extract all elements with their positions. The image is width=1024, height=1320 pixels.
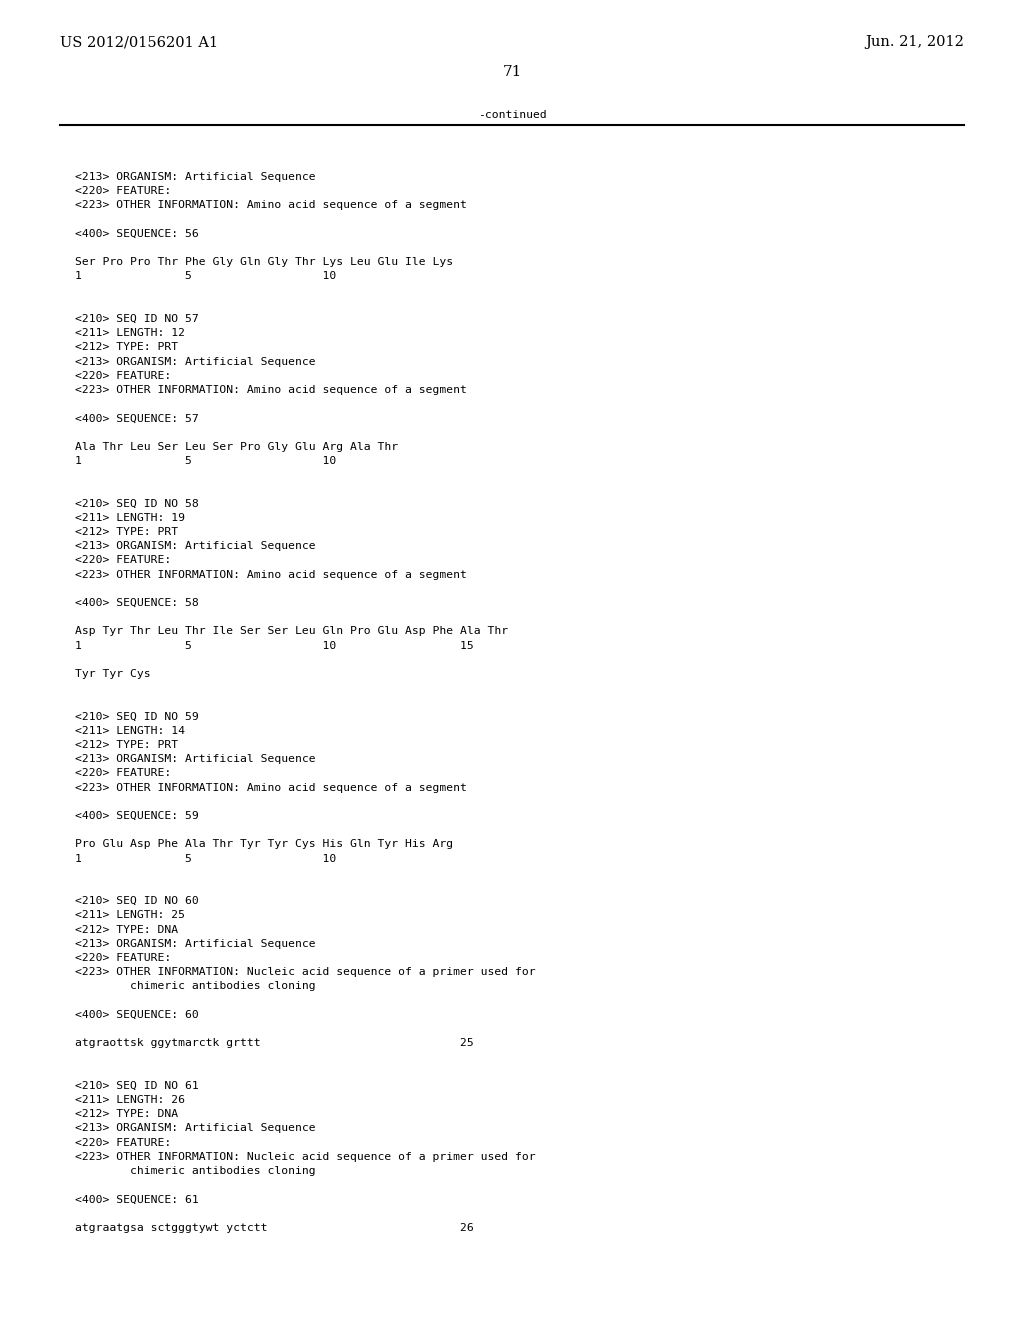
- Text: <210> SEQ ID NO 61: <210> SEQ ID NO 61: [75, 1081, 199, 1090]
- Text: <213> ORGANISM: Artificial Sequence: <213> ORGANISM: Artificial Sequence: [75, 1123, 315, 1134]
- Text: Tyr Tyr Cys: Tyr Tyr Cys: [75, 669, 151, 678]
- Text: -continued: -continued: [477, 110, 547, 120]
- Text: US 2012/0156201 A1: US 2012/0156201 A1: [60, 36, 218, 49]
- Text: atgraottsk ggytmarctk grttt                             25: atgraottsk ggytmarctk grttt 25: [75, 1039, 474, 1048]
- Text: <212> TYPE: DNA: <212> TYPE: DNA: [75, 924, 178, 935]
- Text: <211> LENGTH: 14: <211> LENGTH: 14: [75, 726, 185, 735]
- Text: <400> SEQUENCE: 59: <400> SEQUENCE: 59: [75, 810, 199, 821]
- Text: <400> SEQUENCE: 58: <400> SEQUENCE: 58: [75, 598, 199, 609]
- Text: 1               5                   10: 1 5 10: [75, 854, 336, 863]
- Text: <400> SEQUENCE: 56: <400> SEQUENCE: 56: [75, 228, 199, 239]
- Text: <211> LENGTH: 19: <211> LENGTH: 19: [75, 512, 185, 523]
- Text: <212> TYPE: PRT: <212> TYPE: PRT: [75, 342, 178, 352]
- Text: 71: 71: [503, 65, 521, 79]
- Text: <213> ORGANISM: Artificial Sequence: <213> ORGANISM: Artificial Sequence: [75, 541, 315, 552]
- Text: <210> SEQ ID NO 57: <210> SEQ ID NO 57: [75, 314, 199, 323]
- Text: <220> FEATURE:: <220> FEATURE:: [75, 371, 171, 380]
- Text: <211> LENGTH: 25: <211> LENGTH: 25: [75, 911, 185, 920]
- Text: <400> SEQUENCE: 60: <400> SEQUENCE: 60: [75, 1010, 199, 1020]
- Text: <223> OTHER INFORMATION: Nucleic acid sequence of a primer used for: <223> OTHER INFORMATION: Nucleic acid se…: [75, 1152, 536, 1162]
- Text: Asp Tyr Thr Leu Thr Ile Ser Ser Leu Gln Pro Glu Asp Phe Ala Thr: Asp Tyr Thr Leu Thr Ile Ser Ser Leu Gln …: [75, 627, 508, 636]
- Text: <212> TYPE: PRT: <212> TYPE: PRT: [75, 741, 178, 750]
- Text: <220> FEATURE:: <220> FEATURE:: [75, 768, 171, 779]
- Text: Ala Thr Leu Ser Leu Ser Pro Gly Glu Arg Ala Thr: Ala Thr Leu Ser Leu Ser Pro Gly Glu Arg …: [75, 442, 398, 451]
- Text: <400> SEQUENCE: 57: <400> SEQUENCE: 57: [75, 413, 199, 424]
- Text: 1               5                   10: 1 5 10: [75, 455, 336, 466]
- Text: 1               5                   10                  15: 1 5 10 15: [75, 640, 474, 651]
- Text: <220> FEATURE:: <220> FEATURE:: [75, 953, 171, 964]
- Text: chimeric antibodies cloning: chimeric antibodies cloning: [75, 981, 315, 991]
- Text: <220> FEATURE:: <220> FEATURE:: [75, 1138, 171, 1147]
- Text: <211> LENGTH: 26: <211> LENGTH: 26: [75, 1096, 185, 1105]
- Text: <220> FEATURE:: <220> FEATURE:: [75, 556, 171, 565]
- Text: <400> SEQUENCE: 61: <400> SEQUENCE: 61: [75, 1195, 199, 1204]
- Text: atgraatgsa sctgggtywt yctctt                            26: atgraatgsa sctgggtywt yctctt 26: [75, 1222, 474, 1233]
- Text: <213> ORGANISM: Artificial Sequence: <213> ORGANISM: Artificial Sequence: [75, 939, 315, 949]
- Text: Pro Glu Asp Phe Ala Thr Tyr Tyr Cys His Gln Tyr His Arg: Pro Glu Asp Phe Ala Thr Tyr Tyr Cys His …: [75, 840, 454, 849]
- Text: <210> SEQ ID NO 58: <210> SEQ ID NO 58: [75, 499, 199, 508]
- Text: Ser Pro Pro Thr Phe Gly Gln Gly Thr Lys Leu Glu Ile Lys: Ser Pro Pro Thr Phe Gly Gln Gly Thr Lys …: [75, 257, 454, 267]
- Text: <223> OTHER INFORMATION: Amino acid sequence of a segment: <223> OTHER INFORMATION: Amino acid sequ…: [75, 201, 467, 210]
- Text: <213> ORGANISM: Artificial Sequence: <213> ORGANISM: Artificial Sequence: [75, 172, 315, 182]
- Text: 1               5                   10: 1 5 10: [75, 272, 336, 281]
- Text: <211> LENGTH: 12: <211> LENGTH: 12: [75, 329, 185, 338]
- Text: <223> OTHER INFORMATION: Amino acid sequence of a segment: <223> OTHER INFORMATION: Amino acid sequ…: [75, 783, 467, 792]
- Text: <223> OTHER INFORMATION: Amino acid sequence of a segment: <223> OTHER INFORMATION: Amino acid sequ…: [75, 385, 467, 395]
- Text: <212> TYPE: DNA: <212> TYPE: DNA: [75, 1109, 178, 1119]
- Text: <220> FEATURE:: <220> FEATURE:: [75, 186, 171, 197]
- Text: <213> ORGANISM: Artificial Sequence: <213> ORGANISM: Artificial Sequence: [75, 754, 315, 764]
- Text: <223> OTHER INFORMATION: Amino acid sequence of a segment: <223> OTHER INFORMATION: Amino acid sequ…: [75, 570, 467, 579]
- Text: chimeric antibodies cloning: chimeric antibodies cloning: [75, 1166, 315, 1176]
- Text: <213> ORGANISM: Artificial Sequence: <213> ORGANISM: Artificial Sequence: [75, 356, 315, 367]
- Text: <223> OTHER INFORMATION: Nucleic acid sequence of a primer used for: <223> OTHER INFORMATION: Nucleic acid se…: [75, 968, 536, 977]
- Text: Jun. 21, 2012: Jun. 21, 2012: [865, 36, 964, 49]
- Text: <210> SEQ ID NO 60: <210> SEQ ID NO 60: [75, 896, 199, 907]
- Text: <212> TYPE: PRT: <212> TYPE: PRT: [75, 527, 178, 537]
- Text: <210> SEQ ID NO 59: <210> SEQ ID NO 59: [75, 711, 199, 722]
